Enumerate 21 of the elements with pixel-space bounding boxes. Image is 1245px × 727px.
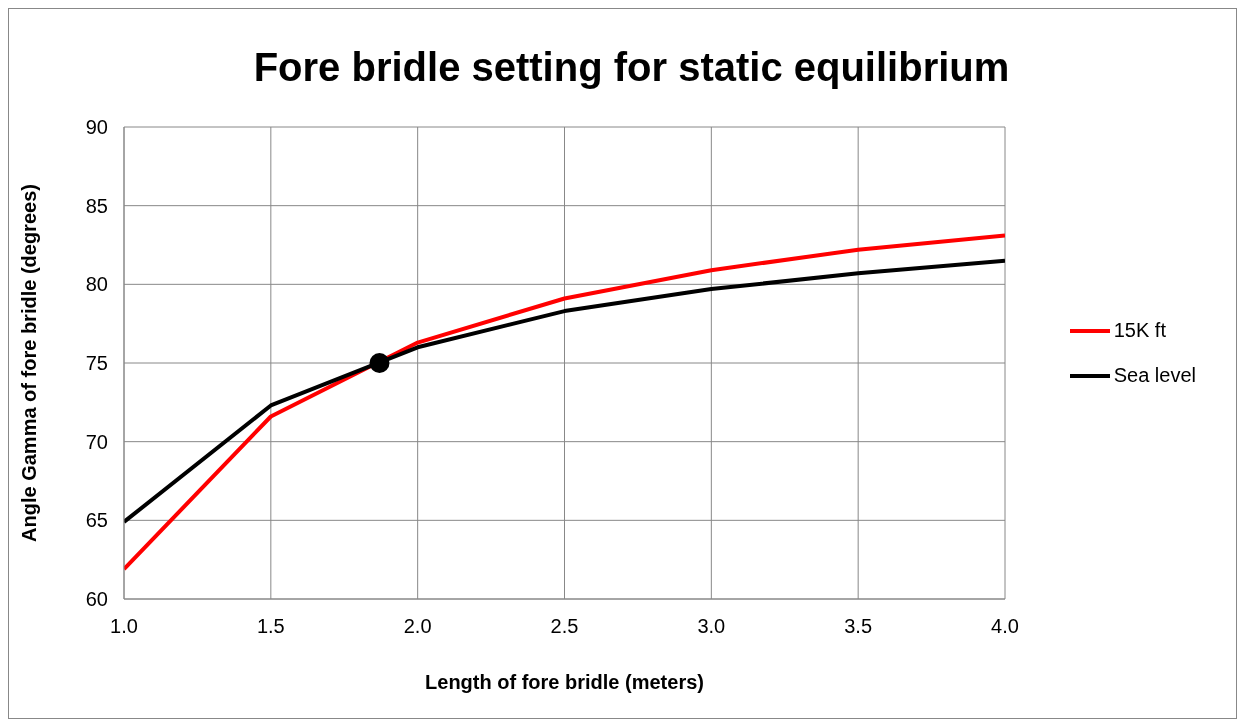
legend-label: Sea level xyxy=(1113,364,1196,387)
y-tick-label: 60 xyxy=(85,588,108,611)
y-tick-label: 75 xyxy=(85,352,108,375)
y-tick-label: 85 xyxy=(85,194,108,217)
x-axis-title: Length of fore bridle (meters) xyxy=(425,671,704,693)
y-axis-title: Angle Gamma of fore bridle (degrees) xyxy=(18,184,41,542)
line-series xyxy=(124,258,1005,524)
y-tick-label: 65 xyxy=(85,509,108,532)
x-tick-label: 1.5 xyxy=(256,615,285,638)
x-tick-label: 3.5 xyxy=(844,615,873,638)
x-tick-label: 4.0 xyxy=(991,615,1019,638)
x-tick-label: 2.5 xyxy=(550,615,579,638)
y-tick-label: 70 xyxy=(85,430,108,453)
chart-title: Fore bridle setting for static equilibrium xyxy=(252,45,1011,90)
y-tick-label: 80 xyxy=(85,273,108,296)
x-tick-label: 1.0 xyxy=(110,615,138,638)
legend-label: 15K ft xyxy=(1113,319,1166,342)
x-tick-label: 2.0 xyxy=(403,615,432,638)
y-tick-label: 90 xyxy=(85,116,108,139)
line-series xyxy=(124,233,1005,572)
x-tick-label: 3.0 xyxy=(697,615,726,638)
